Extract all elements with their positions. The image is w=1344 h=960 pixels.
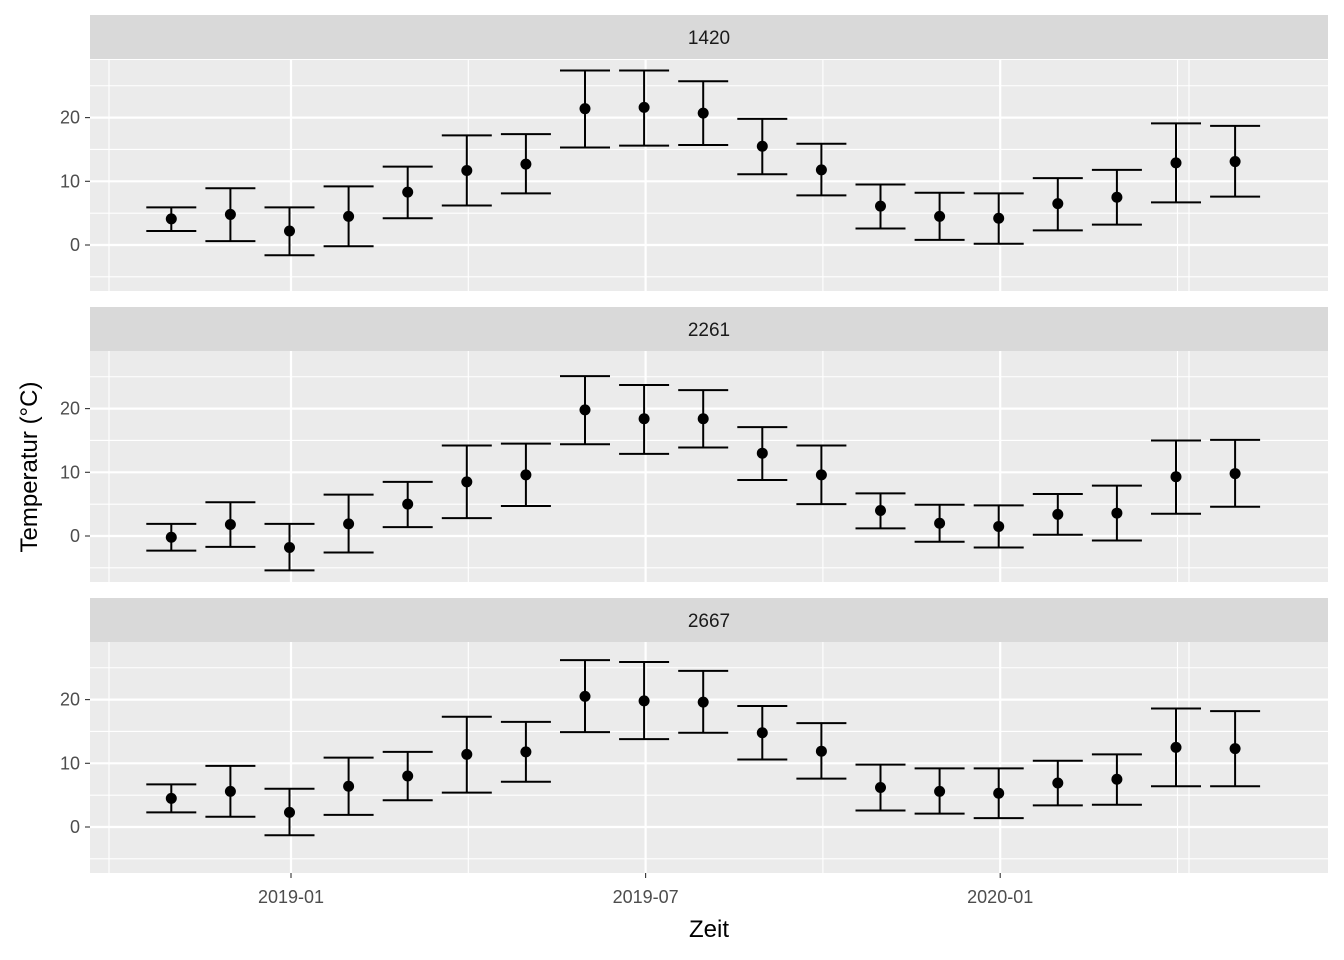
y-tick-label: 20 [60, 108, 80, 128]
x-axis: 2019-01 2019-07 2020-01 [258, 873, 1033, 907]
mean-point [993, 520, 1005, 532]
mean-point [579, 404, 591, 416]
mean-point [343, 780, 355, 792]
mean-point [756, 140, 768, 152]
mean-point [993, 787, 1005, 799]
x-tick-label: 2019-01 [258, 887, 324, 907]
mean-point [579, 690, 591, 702]
mean-point [697, 413, 709, 425]
mean-point [1170, 157, 1182, 169]
mean-point [165, 531, 177, 543]
y-tick-label: 0 [70, 526, 80, 546]
mean-point [815, 745, 827, 757]
mean-point [993, 212, 1005, 224]
mean-point [638, 101, 650, 113]
panel-background [90, 351, 1328, 582]
facet-strip [90, 15, 1328, 59]
facet-panel-1420: 1420 0 10 20 [60, 15, 1328, 291]
mean-point [934, 210, 946, 222]
mean-point [934, 785, 946, 797]
y-tick-label: 20 [60, 399, 80, 419]
mean-point [875, 782, 886, 794]
mean-point [875, 505, 886, 517]
facet-panel-2261: 2261 0 10 20 [60, 307, 1328, 582]
facet-strip [90, 307, 1328, 351]
mean-point [638, 413, 650, 425]
mean-point [461, 476, 473, 488]
mean-point [1111, 191, 1123, 203]
mean-point [224, 785, 236, 797]
y-tick-label: 10 [60, 171, 80, 191]
facet-strip-label: 1420 [688, 28, 730, 49]
mean-point [461, 748, 473, 760]
mean-point [1052, 198, 1064, 210]
y-tick-label: 10 [60, 753, 80, 773]
mean-point [1229, 468, 1241, 480]
mean-point [284, 541, 295, 553]
mean-point [875, 200, 886, 212]
mean-point [579, 103, 591, 115]
mean-point [1111, 773, 1123, 785]
mean-point [1229, 743, 1241, 755]
mean-point [165, 792, 177, 804]
mean-point [165, 213, 177, 225]
y-tick-label: 0 [70, 235, 80, 255]
y-tick-label: 0 [70, 817, 80, 837]
mean-point [756, 727, 768, 739]
y-tick-label: 20 [60, 690, 80, 710]
facet-strip [90, 598, 1328, 642]
mean-point [343, 210, 355, 222]
mean-point [402, 498, 414, 510]
x-axis-title: Zeit [689, 916, 729, 943]
y-axis-title: Temperatur (°C) [16, 382, 43, 553]
facet-panels: 1420 0 10 20 2261 0 10 20 2667 0 10 20 [60, 15, 1328, 873]
mean-point [1170, 471, 1182, 483]
mean-point [520, 158, 532, 170]
mean-point [1052, 508, 1064, 520]
mean-point [815, 164, 827, 176]
y-tick-label: 10 [60, 462, 80, 482]
mean-point [402, 186, 414, 198]
mean-point [1111, 507, 1123, 519]
mean-point [756, 447, 768, 459]
mean-point [461, 164, 473, 176]
mean-point [284, 806, 295, 818]
mean-point [815, 469, 827, 481]
facet-strip-label: 2261 [688, 320, 730, 341]
x-tick-label: 2019-07 [613, 887, 679, 907]
mean-point [934, 517, 946, 529]
mean-point [1170, 741, 1182, 753]
mean-point [697, 107, 709, 119]
mean-point [520, 469, 532, 481]
mean-point [638, 695, 650, 707]
mean-point [343, 518, 355, 530]
mean-point [402, 770, 414, 782]
mean-point [284, 225, 295, 237]
x-tick-label: 2020-01 [967, 887, 1033, 907]
mean-point [224, 208, 236, 220]
mean-point [697, 696, 709, 708]
mean-point [224, 519, 236, 531]
mean-point [1052, 777, 1064, 789]
mean-point [1229, 156, 1241, 168]
mean-point [520, 746, 532, 758]
panel-background [90, 642, 1328, 873]
facet-strip-label: 2667 [688, 611, 730, 632]
facet-panel-2667: 2667 0 10 20 [60, 598, 1328, 873]
panel-background [90, 60, 1328, 291]
